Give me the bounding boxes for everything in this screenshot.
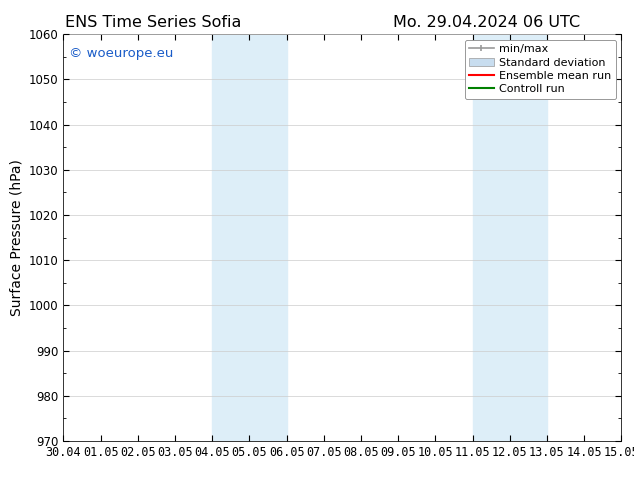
Y-axis label: Surface Pressure (hPa): Surface Pressure (hPa) — [10, 159, 23, 316]
Bar — [472, 34, 547, 441]
Legend: min/max, Standard deviation, Ensemble mean run, Controll run: min/max, Standard deviation, Ensemble me… — [465, 40, 616, 99]
Text: © woeurope.eu: © woeurope.eu — [69, 47, 173, 59]
Text: ENS Time Series Sofia: ENS Time Series Sofia — [65, 15, 241, 30]
Bar — [212, 34, 287, 441]
Text: Mo. 29.04.2024 06 UTC: Mo. 29.04.2024 06 UTC — [393, 15, 580, 30]
